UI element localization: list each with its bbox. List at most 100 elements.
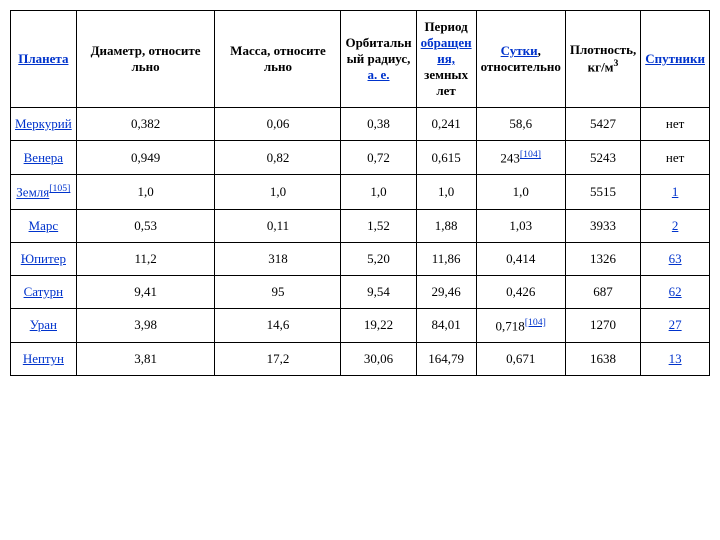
planet-ref-link[interactable]: [105] bbox=[49, 183, 70, 194]
cell-radius: 9,54 bbox=[341, 275, 416, 308]
cell-density: 1326 bbox=[565, 242, 640, 275]
cell-density: 5243 bbox=[565, 141, 640, 175]
cell-radius: 0,38 bbox=[341, 108, 416, 141]
planet-link[interactable]: Сатурн bbox=[24, 284, 64, 299]
cell-radius: 1,0 bbox=[341, 175, 416, 209]
cell-density: 1270 bbox=[565, 308, 640, 342]
cell-radius: 5,20 bbox=[341, 242, 416, 275]
cell-diameter: 11,2 bbox=[76, 242, 215, 275]
cell-day: 0,426 bbox=[476, 275, 565, 308]
cell-diameter: 3,98 bbox=[76, 308, 215, 342]
moons-link[interactable]: 13 bbox=[669, 351, 682, 366]
cell-mass: 0,06 bbox=[215, 108, 341, 141]
cell-planet: Марс bbox=[11, 209, 77, 242]
planet-link[interactable]: Меркурий bbox=[15, 116, 72, 131]
planet-link[interactable]: Венера bbox=[24, 150, 63, 165]
table-row: Уран 3,9814,619,2284,010,718[104]1270 27 bbox=[11, 308, 710, 342]
cell-mass: 17,2 bbox=[215, 342, 341, 375]
cell-period: 84,01 bbox=[416, 308, 476, 342]
cell-moons: 63 bbox=[641, 242, 710, 275]
table-row: Меркурий 0,3820,060,380,24158,65427нет bbox=[11, 108, 710, 141]
col-period: Период обращен ия, земных лет bbox=[416, 11, 476, 108]
planet-link[interactable]: Уран bbox=[30, 317, 57, 332]
col-diameter: Диаметр, относите льно bbox=[76, 11, 215, 108]
cell-day: 0,718[104] bbox=[476, 308, 565, 342]
cell-radius: 0,72 bbox=[341, 141, 416, 175]
cell-density: 687 bbox=[565, 275, 640, 308]
cell-moons: 1 bbox=[641, 175, 710, 209]
col-moons: Спутники bbox=[641, 11, 710, 108]
table-row: Нептун3,8117,230,06164,790,671163813 bbox=[11, 342, 710, 375]
cell-moons: 13 bbox=[641, 342, 710, 375]
moons-link[interactable]: 27 bbox=[669, 317, 682, 332]
cell-planet: Нептун bbox=[11, 342, 77, 375]
header-link-au[interactable]: а. е. bbox=[368, 67, 390, 82]
table-row: Марс0,530,111,521,881,0339332 bbox=[11, 209, 710, 242]
planet-link[interactable]: Марс bbox=[29, 218, 59, 233]
day-ref-link[interactable]: [104] bbox=[525, 317, 546, 328]
cell-planet: Меркурий bbox=[11, 108, 77, 141]
cell-moons: нет bbox=[641, 141, 710, 175]
cell-diameter: 9,41 bbox=[76, 275, 215, 308]
planets-table: Планета Диаметр, относите льно Масса, от… bbox=[10, 10, 710, 376]
cell-density: 5515 bbox=[565, 175, 640, 209]
table-row: Земля[105]1,01,01,01,01,055151 bbox=[11, 175, 710, 209]
planet-link[interactable]: Нептун bbox=[23, 351, 64, 366]
cell-mass: 0,11 bbox=[215, 209, 341, 242]
cell-period: 29,46 bbox=[416, 275, 476, 308]
cell-planet: Уран bbox=[11, 308, 77, 342]
col-density: Плотность, кг/м3 bbox=[565, 11, 640, 108]
cell-moons: 2 bbox=[641, 209, 710, 242]
cell-diameter: 1,0 bbox=[76, 175, 215, 209]
cell-planet: Земля[105] bbox=[11, 175, 77, 209]
moons-link[interactable]: 2 bbox=[672, 218, 679, 233]
cell-day: 243[104] bbox=[476, 141, 565, 175]
cell-radius: 30,06 bbox=[341, 342, 416, 375]
cell-day: 58,6 bbox=[476, 108, 565, 141]
table-header-row: Планета Диаметр, относите льно Масса, от… bbox=[11, 11, 710, 108]
col-planet: Планета bbox=[11, 11, 77, 108]
cell-period: 11,86 bbox=[416, 242, 476, 275]
header-link-day[interactable]: Сутки bbox=[501, 43, 538, 58]
cell-period: 1,88 bbox=[416, 209, 476, 242]
cell-mass: 0,82 bbox=[215, 141, 341, 175]
col-mass: Масса, относите льно bbox=[215, 11, 341, 108]
cell-planet: Юпитер bbox=[11, 242, 77, 275]
cell-day: 0,414 bbox=[476, 242, 565, 275]
col-day: Сутки, относительно bbox=[476, 11, 565, 108]
cell-period: 164,79 bbox=[416, 342, 476, 375]
cell-moons: нет bbox=[641, 108, 710, 141]
cell-mass: 1,0 bbox=[215, 175, 341, 209]
cell-mass: 95 bbox=[215, 275, 341, 308]
planet-link[interactable]: Юпитер bbox=[21, 251, 66, 266]
cell-diameter: 0,53 bbox=[76, 209, 215, 242]
cell-day: 1,03 bbox=[476, 209, 565, 242]
planet-link[interactable]: Земля bbox=[16, 185, 49, 200]
table-row: Сатурн 9,41959,5429,460,426687 62 bbox=[11, 275, 710, 308]
cell-mass: 318 bbox=[215, 242, 341, 275]
cell-period: 0,615 bbox=[416, 141, 476, 175]
cell-moons: 27 bbox=[641, 308, 710, 342]
cell-planet: Сатурн bbox=[11, 275, 77, 308]
moons-link[interactable]: 63 bbox=[669, 251, 682, 266]
cell-moons: 62 bbox=[641, 275, 710, 308]
cell-day: 1,0 bbox=[476, 175, 565, 209]
header-link-planet[interactable]: Планета bbox=[18, 51, 68, 66]
cell-period: 0,241 bbox=[416, 108, 476, 141]
cell-density: 1638 bbox=[565, 342, 640, 375]
cell-mass: 14,6 bbox=[215, 308, 341, 342]
header-link-period[interactable]: обращен ия, bbox=[421, 35, 472, 66]
cell-period: 1,0 bbox=[416, 175, 476, 209]
cell-density: 3933 bbox=[565, 209, 640, 242]
moons-link[interactable]: 62 bbox=[669, 284, 682, 299]
header-link-moons[interactable]: Спутники bbox=[645, 51, 705, 66]
cell-diameter: 0,949 bbox=[76, 141, 215, 175]
cell-diameter: 0,382 bbox=[76, 108, 215, 141]
day-ref-link[interactable]: [104] bbox=[520, 149, 541, 160]
cell-planet: Венера bbox=[11, 141, 77, 175]
table-row: Венера 0,9490,820,720,615243[104]5243нет bbox=[11, 141, 710, 175]
cell-density: 5427 bbox=[565, 108, 640, 141]
moons-link[interactable]: 1 bbox=[672, 184, 679, 199]
cell-diameter: 3,81 bbox=[76, 342, 215, 375]
cell-radius: 19,22 bbox=[341, 308, 416, 342]
